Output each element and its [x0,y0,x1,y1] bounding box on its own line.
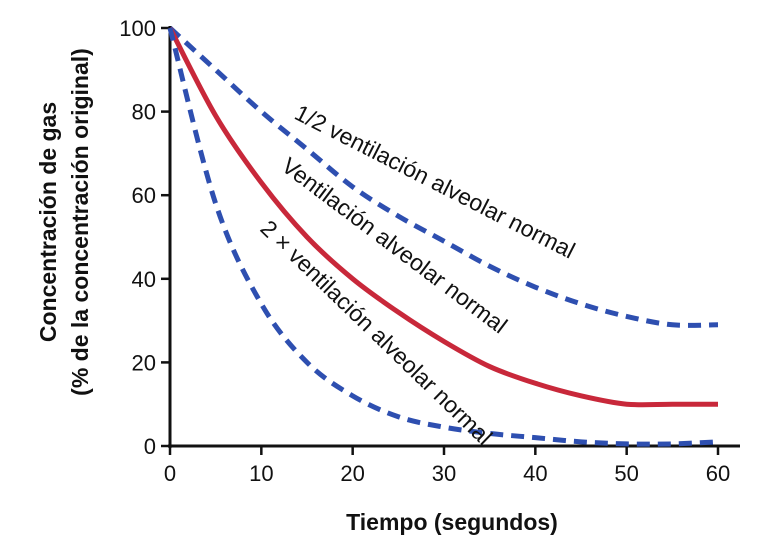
x-tick-label: 30 [432,461,456,486]
ticks: 0 10 20 30 40 50 60 0 20 40 60 80 100 [119,16,730,486]
y-tick-label: 60 [132,183,156,208]
y-tick-label: 80 [132,100,156,125]
curves [167,26,719,447]
x-tick-label: 40 [523,461,547,486]
x-tick-label: 60 [706,461,730,486]
y-tick-label: 20 [132,350,156,375]
half-ventilation-curve [168,26,719,328]
x-tick-label: 20 [340,461,364,486]
double-ventilation-curve [167,27,719,447]
x-tick-label: 50 [614,461,638,486]
axes [168,26,740,448]
y-tick-label: 40 [132,267,156,292]
x-tick-label: 0 [164,461,176,486]
x-axis-title: Tiempo (segundos) [346,509,558,535]
y-axis-title-line1: Concentración de gas [35,102,61,342]
y-tick-label: 100 [119,16,156,41]
normal-ventilation-curve [167,26,718,408]
x-tick-label: 10 [249,461,273,486]
y-axis-title-line2: (% de la concentración original) [67,48,93,396]
y-tick-label: 0 [144,434,156,459]
